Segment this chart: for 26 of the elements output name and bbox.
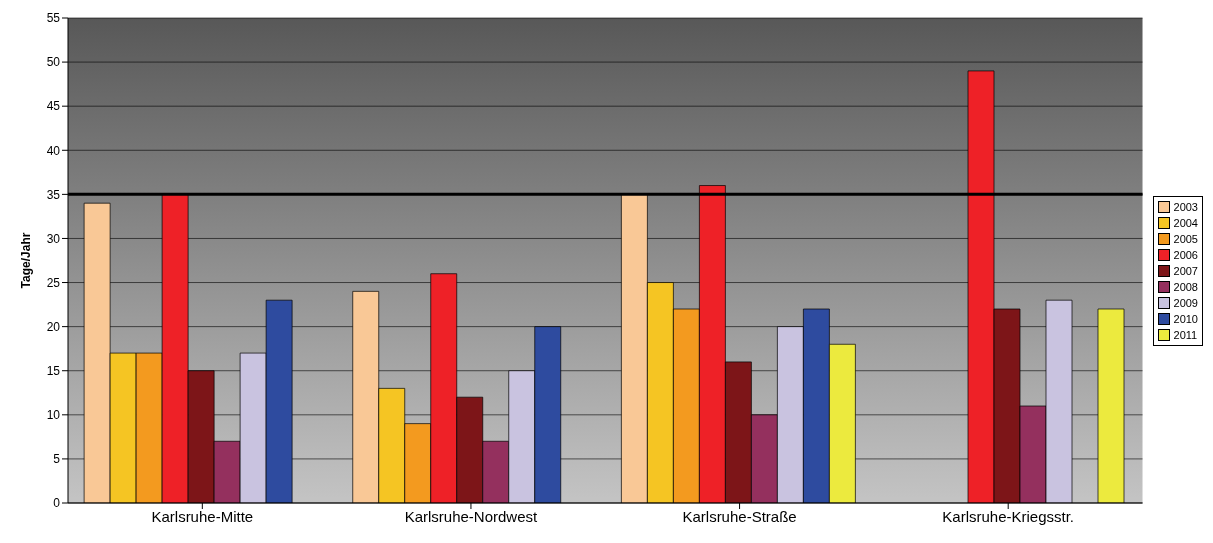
x-tick-label: Karlsruhe-Nordwest <box>404 507 539 525</box>
y-tick-label: 50 <box>46 55 61 70</box>
legend-label: 2004 <box>1173 215 1198 231</box>
y-tick-label: 5 <box>53 452 61 467</box>
y-tick-label: 45 <box>46 99 61 114</box>
x-tick-label: Karlsruhe-Kriegsstr. <box>942 507 1075 525</box>
legend-label: 2011 <box>1173 327 1198 343</box>
y-tick-label: 55 <box>46 11 61 26</box>
y-tick-label: 10 <box>46 408 61 423</box>
legend-label: 2003 <box>1173 199 1198 215</box>
y-tick-label: 25 <box>46 275 61 290</box>
y-tick-label: 35 <box>46 187 61 202</box>
legend-label: 2009 <box>1173 295 1198 311</box>
legend-label: 2010 <box>1173 311 1198 327</box>
y-tick-label: 15 <box>46 363 61 378</box>
y-tick-label: 0 <box>53 496 61 511</box>
legend-label: 2006 <box>1173 247 1198 263</box>
x-tick-label: Karlsruhe-Mitte <box>151 507 254 525</box>
legend-label: 2007 <box>1173 263 1198 279</box>
x-tick-label: Karlsruhe-Straße <box>682 507 797 525</box>
y-tick-label: 20 <box>46 319 61 334</box>
y-axis-title: Tage/Jahr <box>19 232 34 289</box>
legend-label: 2008 <box>1173 279 1198 295</box>
y-tick-label: 30 <box>46 231 61 246</box>
y-tick-label: 40 <box>46 143 61 158</box>
legend-label: 2005 <box>1173 231 1198 247</box>
